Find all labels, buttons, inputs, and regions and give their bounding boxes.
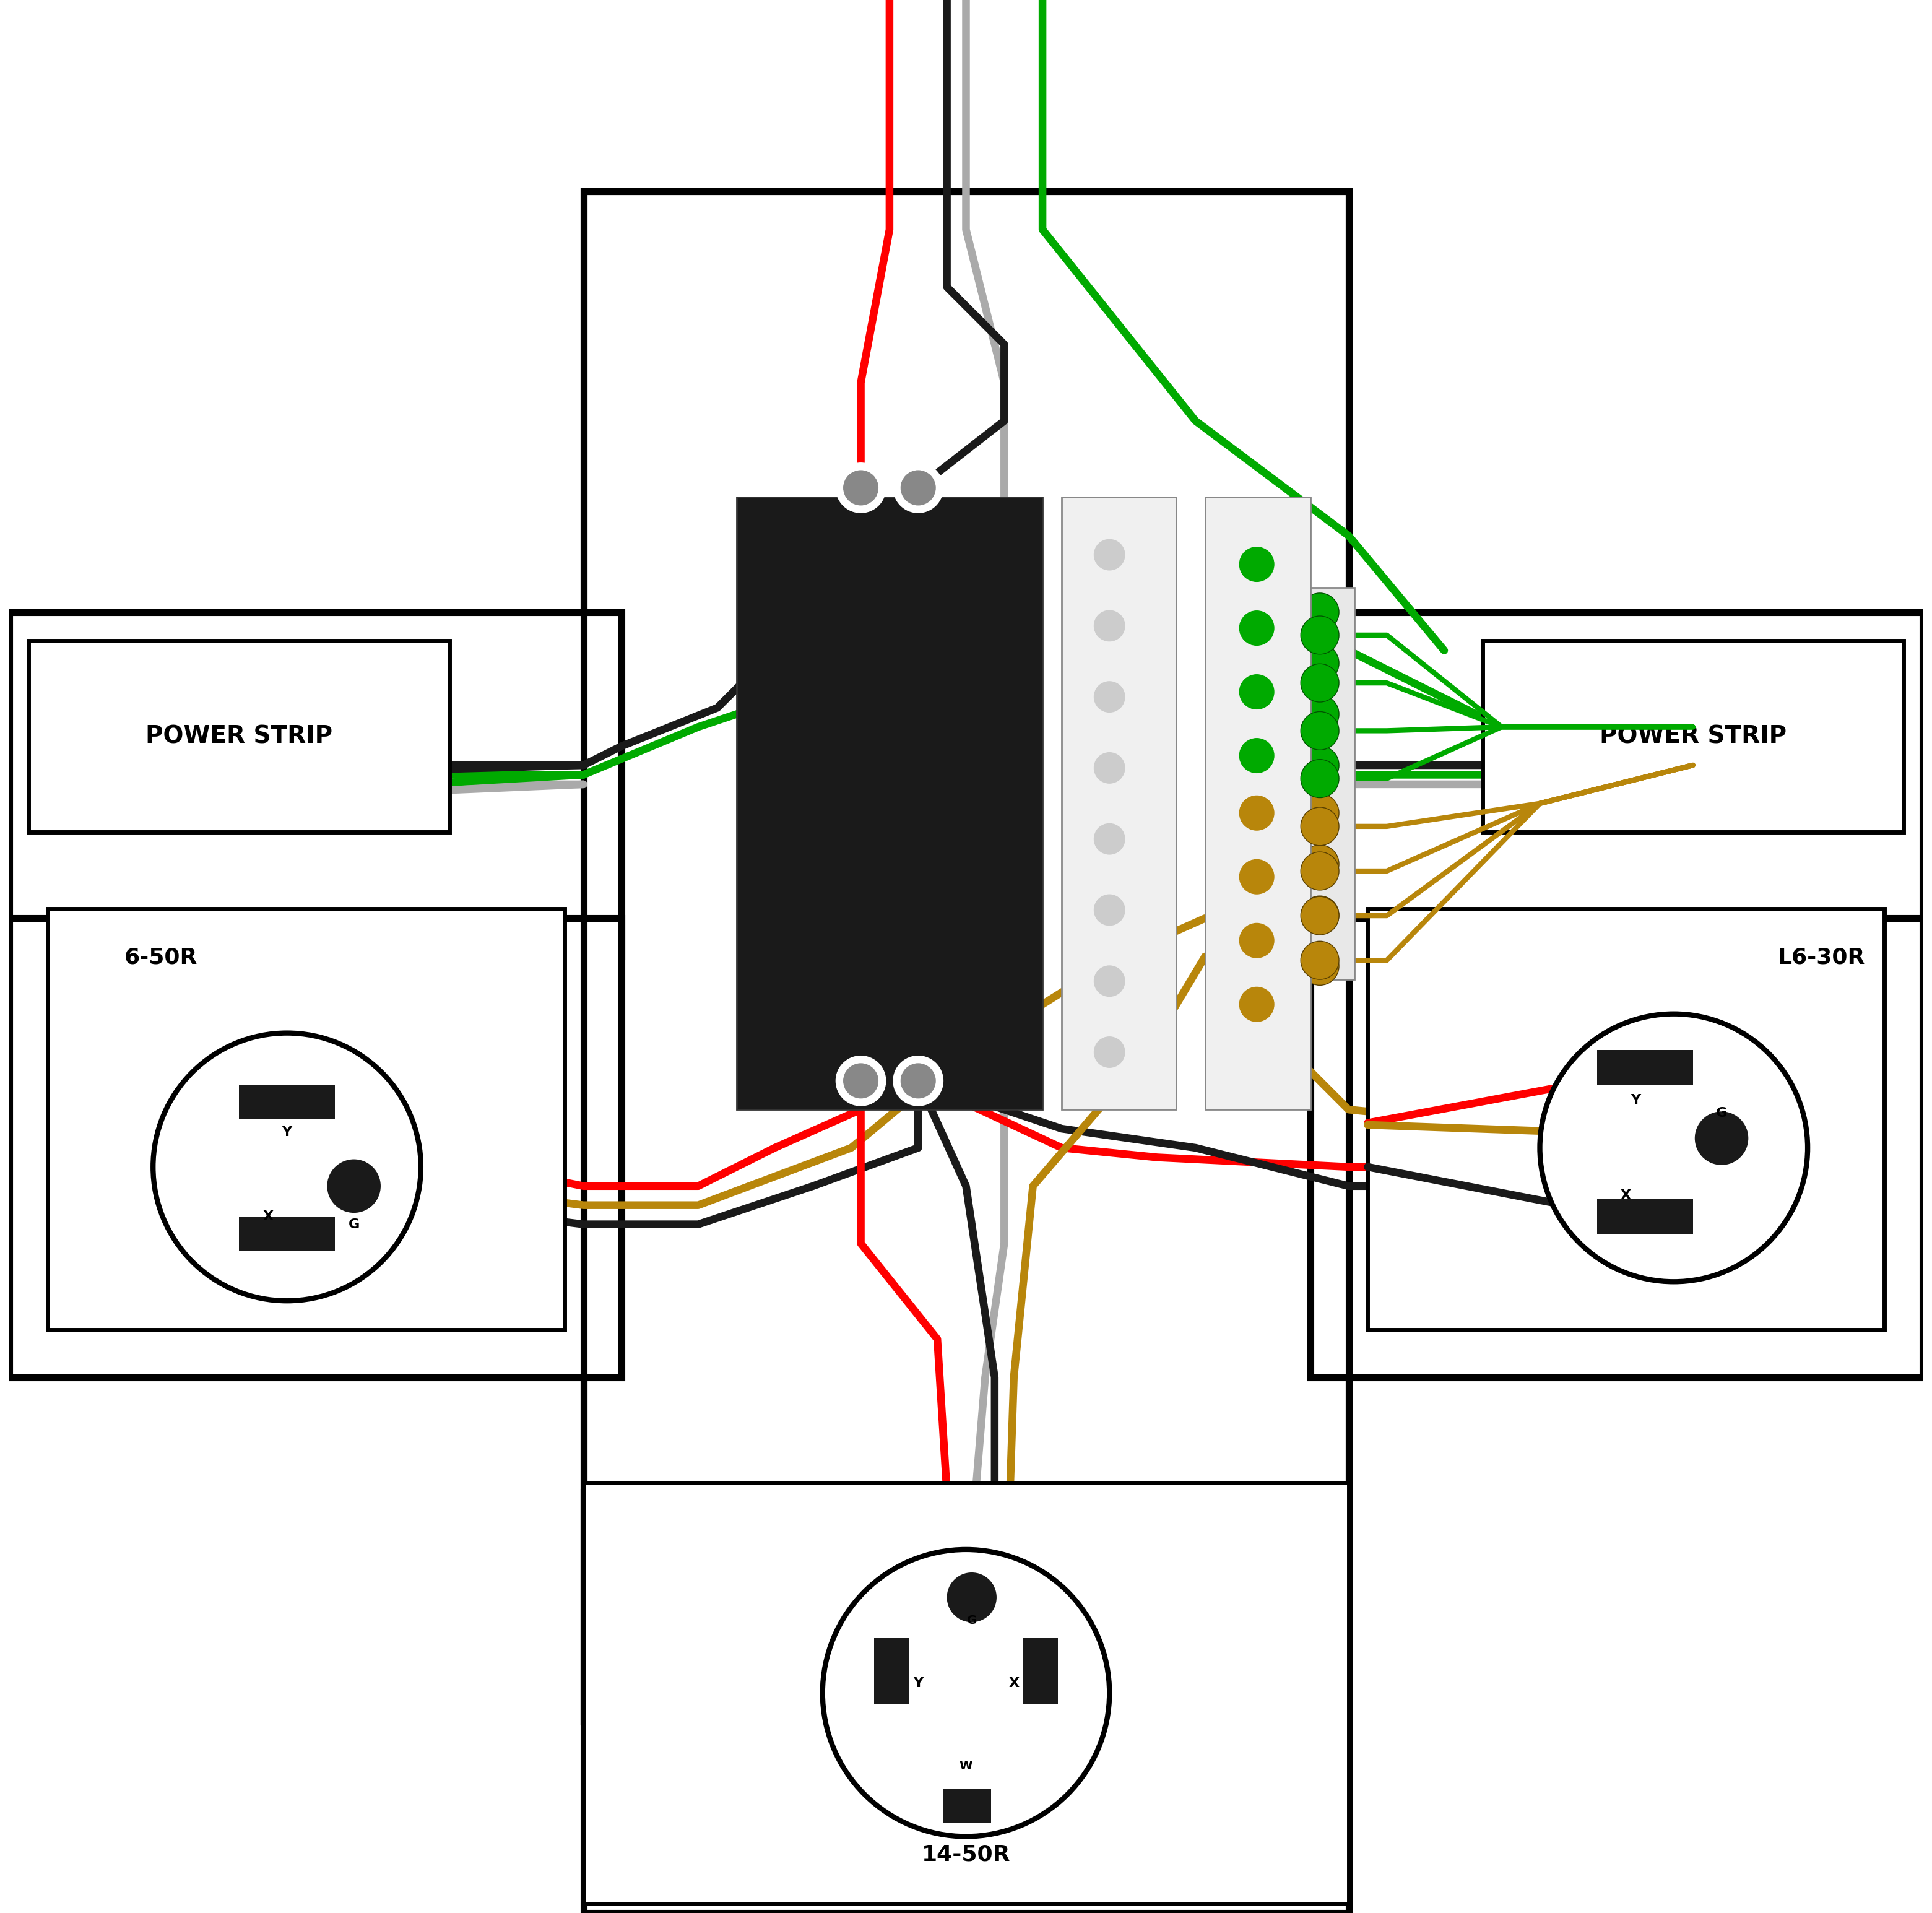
Text: 6-50R: 6-50R (124, 947, 197, 968)
Text: X: X (1009, 1678, 1018, 1689)
Circle shape (1240, 738, 1273, 773)
Text: G: G (1716, 1108, 1727, 1119)
Circle shape (1094, 1037, 1124, 1067)
Circle shape (1300, 941, 1339, 979)
Text: X: X (263, 1211, 272, 1222)
Circle shape (1094, 825, 1124, 855)
Text: G: G (966, 1615, 978, 1626)
FancyBboxPatch shape (1598, 1199, 1692, 1234)
Circle shape (1300, 947, 1339, 985)
Text: W: W (960, 1760, 972, 1771)
Circle shape (1094, 895, 1124, 926)
FancyBboxPatch shape (943, 1789, 991, 1823)
Text: Y: Y (282, 1127, 292, 1138)
Text: Y: Y (914, 1678, 923, 1689)
Circle shape (1300, 664, 1339, 702)
Circle shape (1240, 547, 1273, 582)
Circle shape (837, 463, 885, 513)
FancyBboxPatch shape (736, 497, 1043, 1110)
FancyBboxPatch shape (240, 1085, 334, 1119)
FancyBboxPatch shape (48, 909, 564, 1330)
FancyBboxPatch shape (1482, 641, 1903, 832)
Circle shape (1094, 966, 1124, 997)
FancyBboxPatch shape (583, 1492, 1349, 1913)
Circle shape (893, 463, 943, 513)
FancyBboxPatch shape (583, 191, 1349, 1722)
Circle shape (1240, 859, 1273, 893)
FancyBboxPatch shape (1598, 1050, 1692, 1085)
Bar (583, 191, 1349, 1722)
Circle shape (1300, 694, 1339, 733)
Circle shape (1300, 846, 1339, 884)
Circle shape (1300, 746, 1339, 784)
FancyBboxPatch shape (1310, 918, 1922, 1377)
Text: 14-50R: 14-50R (922, 1844, 1010, 1865)
Circle shape (1240, 610, 1273, 645)
Text: G: G (348, 1219, 359, 1230)
Circle shape (900, 1064, 935, 1098)
FancyBboxPatch shape (1310, 612, 1922, 956)
Circle shape (844, 471, 877, 505)
Circle shape (1094, 539, 1124, 570)
Circle shape (947, 1572, 997, 1622)
Circle shape (1240, 796, 1273, 830)
Circle shape (1240, 675, 1273, 710)
Text: POWER STRIP: POWER STRIP (1600, 725, 1787, 748)
Circle shape (1300, 794, 1339, 832)
Circle shape (1694, 1111, 1748, 1165)
Circle shape (1300, 897, 1339, 935)
Circle shape (1300, 895, 1339, 934)
FancyBboxPatch shape (1063, 497, 1177, 1110)
Circle shape (1540, 1014, 1808, 1282)
Circle shape (327, 1159, 381, 1213)
Circle shape (900, 471, 935, 505)
Text: POWER STRIP: POWER STRIP (145, 725, 332, 748)
FancyBboxPatch shape (1024, 1638, 1059, 1704)
FancyBboxPatch shape (583, 1483, 1349, 1903)
FancyBboxPatch shape (240, 1217, 334, 1251)
Circle shape (1094, 610, 1124, 641)
Circle shape (1300, 851, 1339, 890)
Circle shape (1300, 759, 1339, 798)
FancyBboxPatch shape (1206, 497, 1310, 1110)
Circle shape (1094, 752, 1124, 782)
Circle shape (893, 1056, 943, 1106)
Text: X: X (1621, 1190, 1631, 1201)
Circle shape (153, 1033, 421, 1301)
Text: L6-30R: L6-30R (1777, 947, 1864, 968)
Circle shape (1240, 987, 1273, 1022)
Circle shape (1300, 807, 1339, 846)
FancyBboxPatch shape (10, 918, 622, 1377)
Circle shape (1300, 645, 1339, 683)
FancyBboxPatch shape (1368, 909, 1884, 1330)
Circle shape (1300, 616, 1339, 654)
FancyBboxPatch shape (10, 612, 622, 956)
FancyBboxPatch shape (873, 1638, 908, 1704)
Circle shape (823, 1550, 1109, 1836)
Circle shape (837, 1056, 885, 1106)
Circle shape (1094, 681, 1124, 712)
Circle shape (1300, 712, 1339, 750)
FancyBboxPatch shape (29, 641, 450, 832)
Circle shape (1300, 593, 1339, 631)
Circle shape (844, 1064, 877, 1098)
FancyBboxPatch shape (1287, 587, 1354, 979)
Circle shape (1240, 924, 1273, 958)
Text: Y: Y (1631, 1094, 1640, 1106)
